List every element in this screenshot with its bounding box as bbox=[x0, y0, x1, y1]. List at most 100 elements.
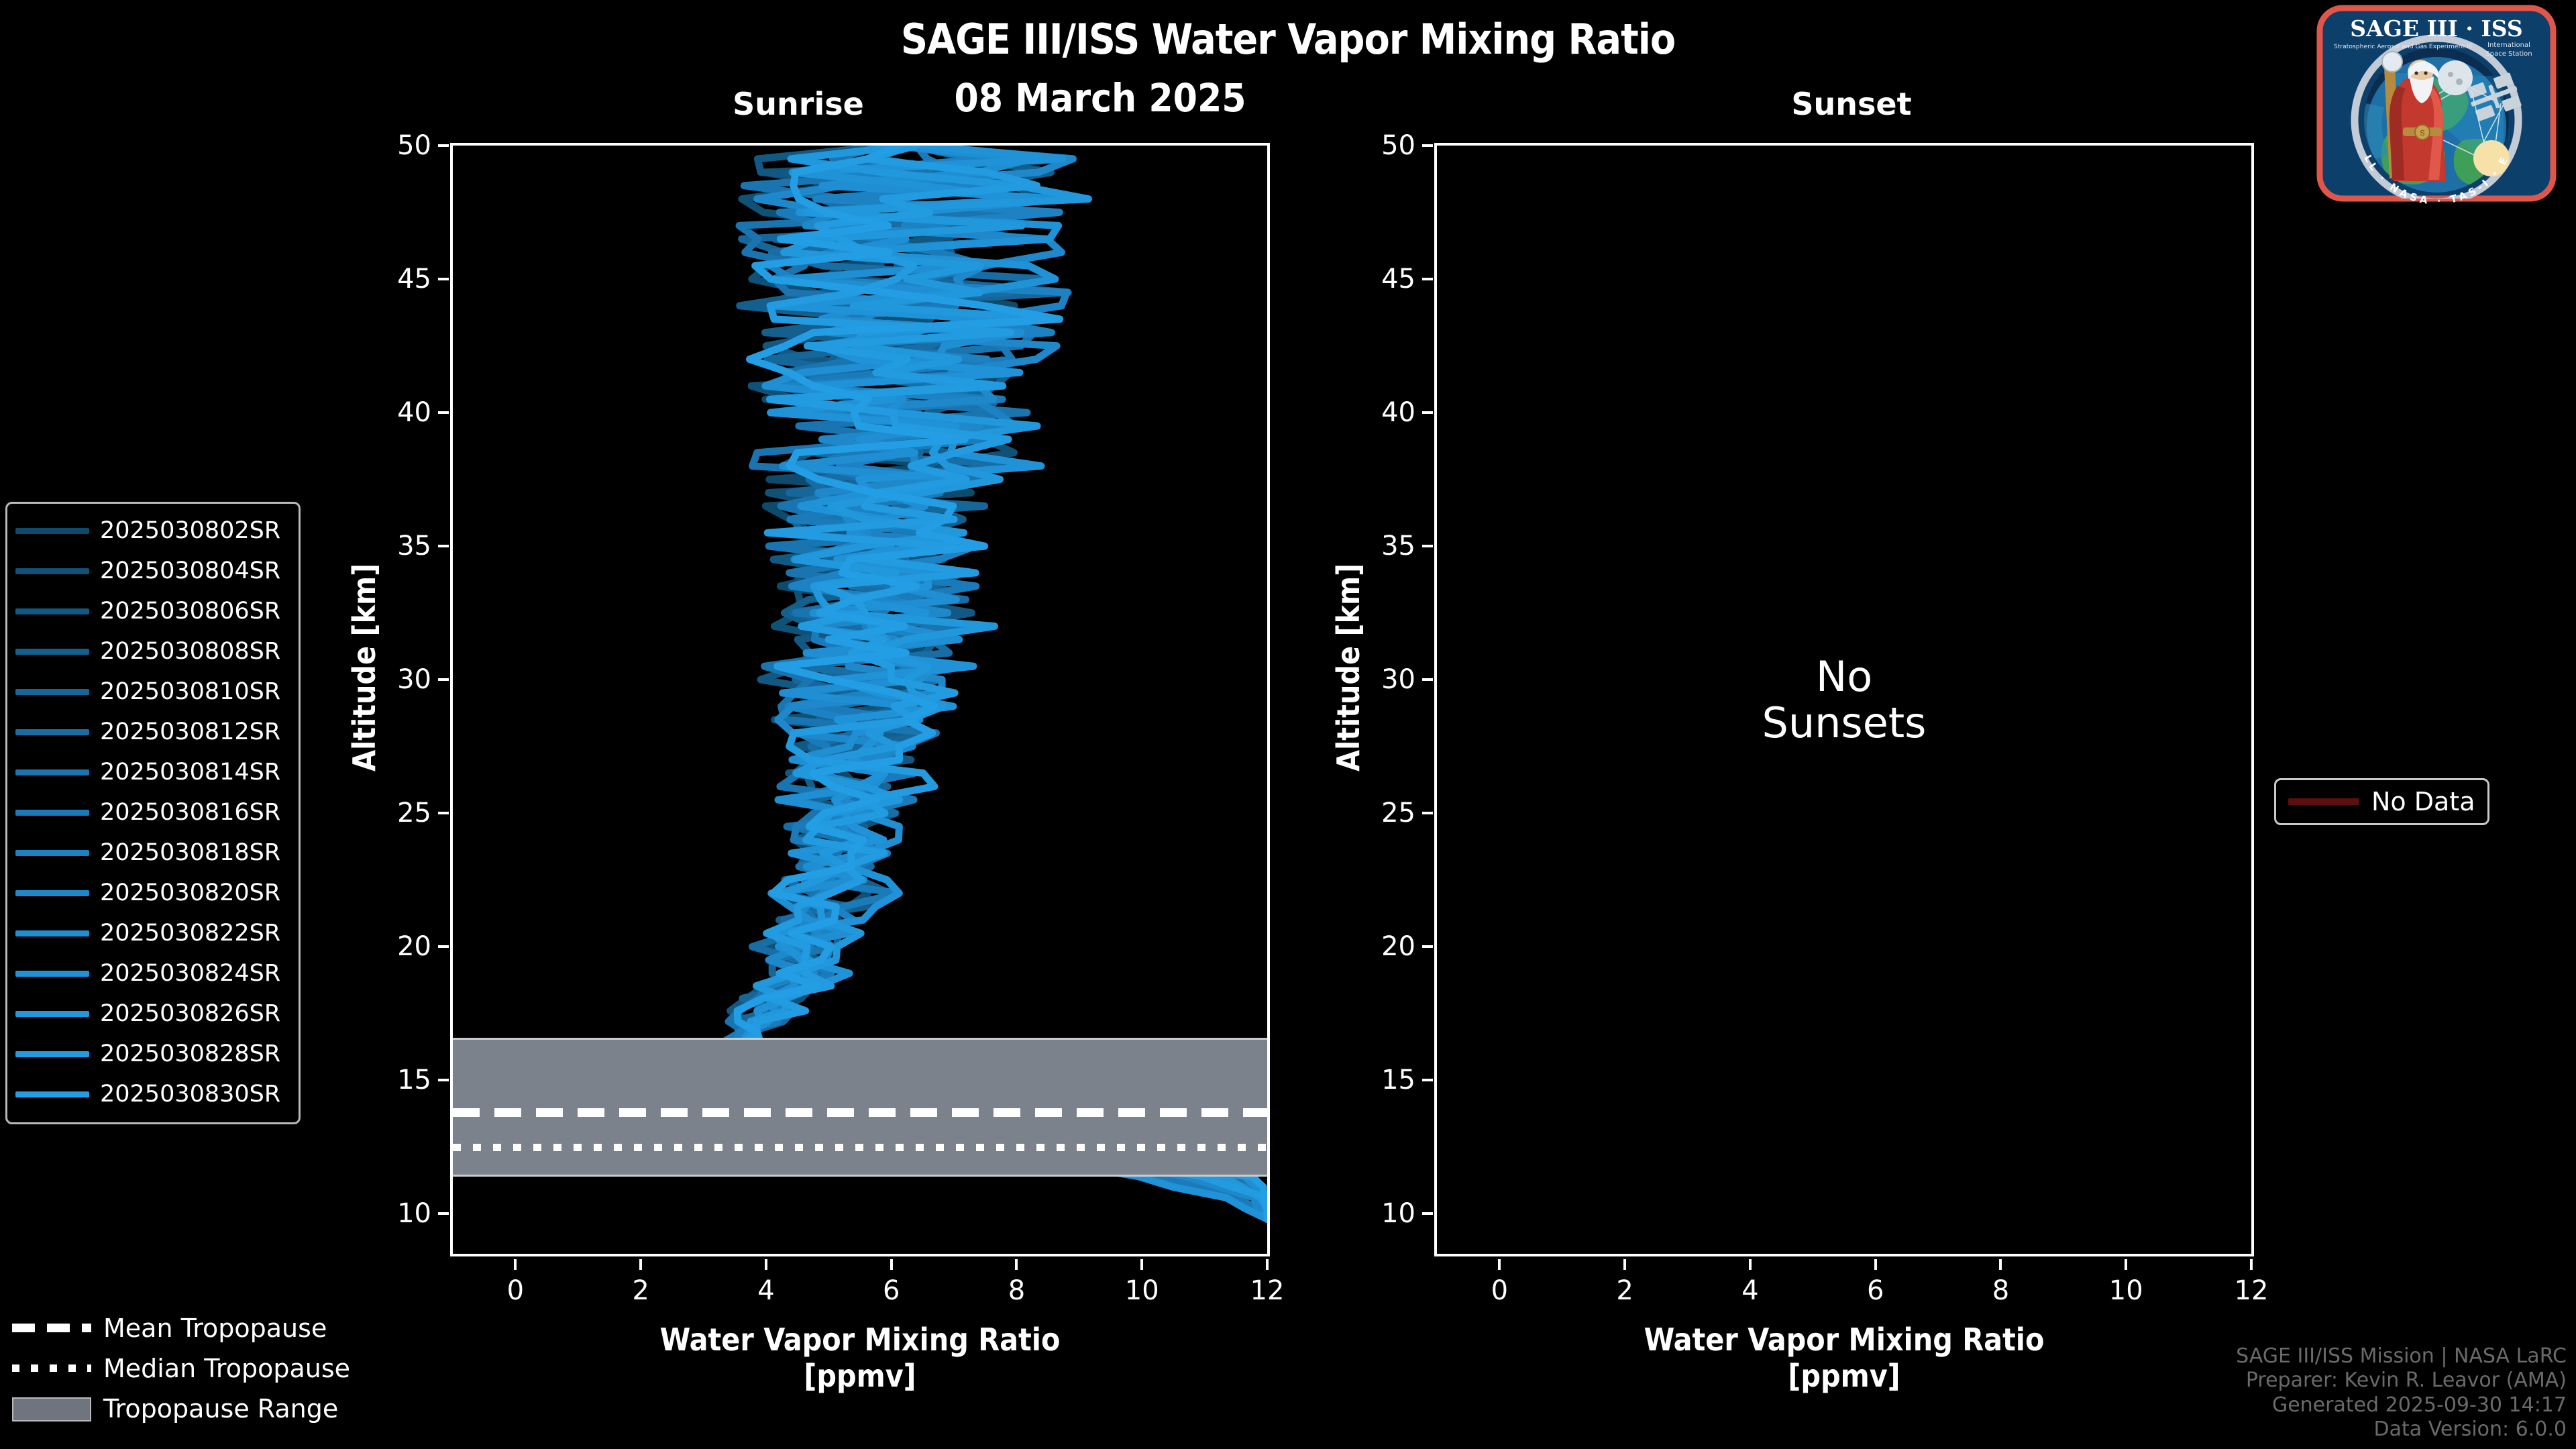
legend-label-profile: 2025030818SR bbox=[100, 839, 281, 866]
ss-x-tick-mark bbox=[1999, 1259, 2002, 1270]
ss-x-tick-label: 2 bbox=[1616, 1275, 1633, 1306]
ss-y-tick-label: 50 bbox=[1381, 130, 1415, 161]
profile-line-icon bbox=[15, 890, 89, 896]
legend-item-profile[interactable]: 2025030810SR bbox=[15, 672, 290, 712]
no-data-legend[interactable]: No Data bbox=[2274, 778, 2489, 825]
ss-y-tick-mark bbox=[1422, 678, 1433, 682]
sr-y-tick-label: 45 bbox=[397, 264, 431, 295]
ss-y-tick-mark bbox=[1422, 278, 1433, 281]
sr-y-tick-mark bbox=[438, 144, 449, 147]
profile-line-icon bbox=[15, 688, 89, 695]
ss-x-tick-label: 12 bbox=[2234, 1275, 2269, 1306]
profile-legend[interactable]: 2025030802SR 2025030804SR 2025030806SR 2025… bbox=[5, 502, 301, 1124]
no-data-legend-label: No Data bbox=[2371, 787, 2475, 816]
footer-credits: SAGE III/ISS Mission | NASA LaRC Prepare… bbox=[2236, 1344, 2567, 1442]
legend-item-profile[interactable]: 2025030808SR bbox=[15, 631, 290, 672]
sunset-plot-panel: No Sunsets bbox=[1434, 143, 2254, 1256]
sage-iii-iss-mission-patch-logo: S SAGE III · ISS Stratospheric Aerosol a… bbox=[2297, 0, 2571, 207]
ss-y-tick-label: 45 bbox=[1381, 264, 1415, 295]
legend-item-profile[interactable]: 2025030826SR bbox=[15, 994, 290, 1034]
sr-y-tick-label: 35 bbox=[397, 531, 431, 562]
legend-label-profile: 2025030802SR bbox=[100, 517, 281, 544]
ss-y-tick-mark bbox=[1422, 411, 1433, 415]
sr-y-tick-label: 50 bbox=[397, 130, 431, 161]
ss-y-tick-label: 30 bbox=[1381, 664, 1415, 696]
sunset-x-axis-title-line2: [ppmv] bbox=[1788, 1358, 1900, 1395]
ss-y-tick-label: 40 bbox=[1381, 397, 1415, 429]
sunrise-panel-title: Sunrise bbox=[733, 86, 864, 122]
footer-line-mission: SAGE III/ISS Mission | NASA LaRC bbox=[2236, 1344, 2567, 1368]
ss-x-tick-label: 10 bbox=[2108, 1275, 2143, 1306]
sr-y-tick-mark bbox=[438, 278, 449, 281]
ss-y-tick-label: 35 bbox=[1381, 531, 1415, 562]
profile-line-icon bbox=[15, 527, 89, 534]
no-data-line-icon bbox=[2288, 798, 2359, 805]
legend-item-profile[interactable]: 2025030828SR bbox=[15, 1034, 290, 1074]
profile-line-icon bbox=[15, 769, 89, 775]
ss-x-tick-label: 4 bbox=[1741, 1275, 1759, 1306]
legend-label-profile: 2025030828SR bbox=[100, 1040, 281, 1067]
sr-y-tick-label: 20 bbox=[397, 931, 431, 963]
ss-x-tick-mark bbox=[1874, 1259, 1877, 1270]
logo-subtitle-left: Stratospheric Aerosol and Gas Experiment… bbox=[2334, 43, 2472, 50]
sr-x-tick-mark bbox=[1140, 1259, 1144, 1270]
sunset-plot-area: No Sunsets bbox=[1437, 146, 2251, 1254]
sunset-panel-title: Sunset bbox=[1791, 86, 1912, 122]
median-tropopause-line bbox=[453, 1143, 1267, 1151]
sunrise-plot-panel bbox=[450, 143, 1270, 1256]
profile-line-icon bbox=[15, 849, 89, 856]
sr-x-tick-mark bbox=[890, 1259, 893, 1270]
sr-y-tick-label: 30 bbox=[397, 664, 431, 696]
ss-x-tick-mark bbox=[1498, 1259, 1501, 1270]
sr-x-tick-label: 0 bbox=[506, 1275, 525, 1306]
legend-item-profile[interactable]: 2025030804SR bbox=[15, 551, 290, 591]
profile-line-icon bbox=[15, 608, 89, 614]
profile-line-icon bbox=[15, 930, 89, 936]
sunrise-x-axis-title-line1: Water Vapor Mixing Ratio bbox=[659, 1322, 1061, 1358]
profile-line-icon bbox=[15, 970, 89, 977]
ss-y-tick-mark bbox=[1422, 812, 1433, 815]
sunrise-y-axis-title: Altitude [km] bbox=[346, 564, 382, 771]
legend-label-profile: 2025030830SR bbox=[100, 1081, 281, 1108]
profile-line-icon bbox=[15, 729, 89, 735]
footer-line-generated: Generated 2025-09-30 14:17 bbox=[2271, 1393, 2567, 1417]
profile-line-icon bbox=[15, 648, 89, 655]
sunset-x-axis-title-line1: Water Vapor Mixing Ratio bbox=[1644, 1322, 2045, 1358]
page-title: SAGE III/ISS Water Vapor Mixing Ratio bbox=[900, 15, 1676, 64]
legend-item-profile[interactable]: 2025030816SR bbox=[15, 792, 290, 833]
legend-item-profile[interactable]: 2025030814SR bbox=[15, 752, 290, 792]
sr-y-tick-mark bbox=[438, 945, 449, 949]
legend-item-profile[interactable]: 2025030802SR bbox=[15, 511, 290, 551]
footer-line-version: Data Version: 6.0.0 bbox=[2373, 1417, 2567, 1442]
profile-line-icon bbox=[15, 568, 89, 574]
legend-label-profile: 2025030808SR bbox=[100, 638, 281, 665]
legend-label-mean-tropopause: Mean Tropopause bbox=[103, 1313, 327, 1343]
sr-x-tick-mark bbox=[1266, 1259, 1269, 1270]
sr-x-tick-label: 6 bbox=[882, 1275, 900, 1306]
ss-x-tick-mark bbox=[2125, 1259, 2128, 1270]
legend-label-profile: 2025030810SR bbox=[100, 678, 281, 705]
sr-y-tick-mark bbox=[438, 678, 449, 682]
legend-item-profile[interactable]: 2025030812SR bbox=[15, 712, 290, 752]
legend-item-profile[interactable]: 2025030806SR bbox=[15, 591, 290, 631]
sr-x-tick-mark bbox=[639, 1259, 643, 1270]
legend-label-profile: 2025030814SR bbox=[100, 759, 281, 786]
logo-subtitle-right-line1: International bbox=[2487, 42, 2530, 49]
sr-y-tick-mark bbox=[438, 545, 449, 548]
legend-item-profile[interactable]: 2025030824SR bbox=[15, 953, 290, 994]
tropopause-legend: Mean Tropopause Median Tropopause Tropop… bbox=[12, 1308, 388, 1429]
legend-item-profile[interactable]: 2025030822SR bbox=[15, 913, 290, 953]
sr-x-tick-label: 12 bbox=[1250, 1275, 1285, 1306]
ss-x-tick-mark bbox=[1748, 1259, 1752, 1270]
legend-label-tropopause-range: Tropopause Range bbox=[103, 1394, 339, 1424]
sr-x-tick-label: 2 bbox=[632, 1275, 649, 1306]
legend-item-profile[interactable]: 2025030818SR bbox=[15, 833, 290, 873]
ss-x-tick-label: 6 bbox=[1866, 1275, 1884, 1306]
legend-label-profile: 2025030812SR bbox=[100, 718, 281, 745]
sr-y-tick-label: 15 bbox=[397, 1065, 431, 1096]
ss-y-tick-mark bbox=[1422, 1212, 1433, 1216]
sr-y-tick-label: 10 bbox=[397, 1198, 431, 1230]
legend-item-profile[interactable]: 2025030830SR bbox=[15, 1074, 290, 1114]
logo-subtitle-right-line2: Space Station bbox=[2485, 50, 2532, 58]
legend-item-profile[interactable]: 2025030820SR bbox=[15, 873, 290, 913]
